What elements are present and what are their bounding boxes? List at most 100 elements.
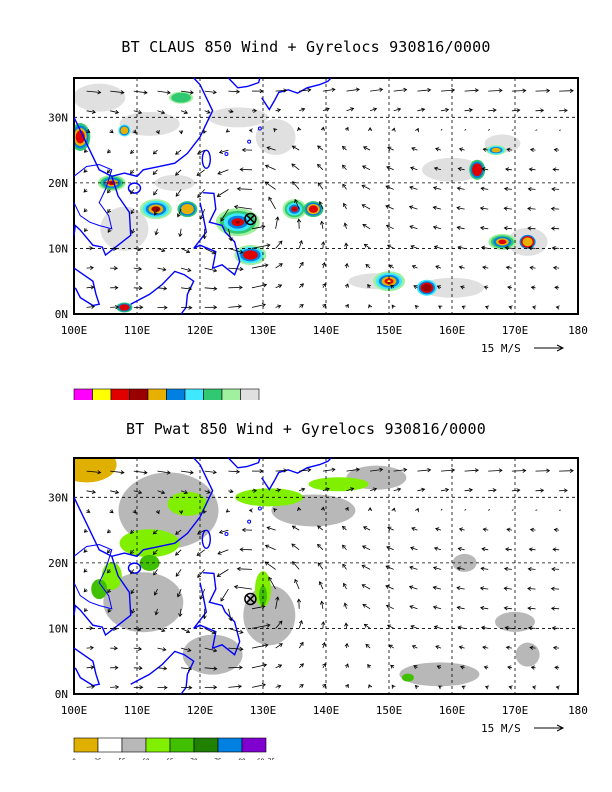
lon-label: 100E (61, 324, 88, 337)
wind-vector-head (529, 645, 534, 650)
wind-vector (317, 544, 324, 551)
wind-vector (410, 167, 418, 171)
wind-vector-head (457, 166, 462, 172)
wind-vector-head (83, 168, 88, 173)
wind-vector-head (550, 226, 555, 231)
wind-vector (181, 90, 194, 94)
wind-vector-head (187, 267, 192, 273)
wind-vector (480, 607, 489, 610)
colorbar-swatch (166, 388, 186, 400)
wind-vector (417, 108, 425, 112)
wind-vector-head (409, 565, 414, 570)
bottom-map-content: 30N 20N 10N 0N 100E 110E 120E 130E 140E 150E 160E 1… (48, 457, 588, 760)
coastline-indochina (73, 556, 132, 637)
wind-vector-head (163, 286, 168, 291)
wind-vector-head (458, 265, 463, 270)
wind-vector (409, 566, 418, 570)
wind-vector (527, 607, 536, 610)
wind-vector-head (529, 527, 535, 533)
island-hainan (127, 562, 142, 574)
wind-vector (86, 90, 101, 93)
coastline-malaya (73, 267, 101, 307)
wind-vector (86, 286, 94, 289)
wind-vector-head (162, 647, 167, 652)
wind-vector-head (361, 165, 367, 170)
wind-vector (133, 470, 148, 474)
wind-vector (228, 305, 242, 308)
wind-vector (511, 109, 520, 112)
wind-vector (197, 529, 205, 535)
wind-vector-head (138, 490, 143, 495)
wind-vector-head (498, 468, 503, 473)
wind-vector (228, 228, 232, 241)
wind-vector-head (107, 209, 112, 214)
wind-vector (481, 567, 489, 570)
wind-vector-head (391, 304, 396, 309)
wind-vector-head (391, 507, 396, 512)
wind-vector (506, 646, 512, 649)
wind-vector-head (341, 145, 346, 150)
wind-vector-head (550, 206, 555, 211)
wind-vector (86, 470, 101, 473)
bottom-map-panel: 30N 20N 10N 0N 100E 110E 120E 130E 140E 150E 160E 1… (48, 457, 588, 760)
wind-vector (292, 561, 300, 570)
coastline-borneo (130, 650, 195, 695)
wind-vector-head (397, 107, 402, 112)
wind-vector-head (505, 167, 510, 172)
wind-vector-head (368, 684, 373, 689)
wind-vector (417, 469, 431, 472)
wind-vector-head (410, 625, 415, 630)
bottom-panel-title: BT Pwat 850 Wind + Gyrelocs 930816/0000 (126, 420, 486, 438)
wind-vector (506, 266, 512, 269)
lon-label: 140E (313, 704, 340, 717)
wind-vector-head (317, 163, 322, 168)
wind-vector-head (239, 646, 244, 652)
wind-vector-head (299, 304, 304, 308)
lon-label: 150E (376, 324, 403, 337)
cloud-cell (119, 304, 130, 311)
wind-vector-head (89, 246, 94, 251)
wind-vector-head (161, 110, 166, 115)
wind-vector-head (391, 127, 396, 132)
colorbar-swatch (217, 737, 243, 753)
wind-vector-head (569, 468, 574, 473)
wind-vector (456, 207, 465, 210)
wind-vector-head (197, 573, 202, 578)
wind-vector (434, 547, 442, 551)
lat-label: 10N (48, 242, 68, 255)
wind-vector (440, 89, 455, 92)
wind-vector-head (107, 608, 112, 613)
wind-vector (157, 490, 165, 494)
wind-vector (386, 166, 394, 171)
wind-vector (458, 626, 465, 629)
wind-vector-head (273, 508, 278, 513)
wind-vector (86, 686, 95, 688)
wind-vector-head (90, 684, 96, 689)
wind-vector-head (178, 130, 184, 135)
wind-vector (157, 267, 166, 271)
wind-vector-head (563, 488, 568, 493)
wind-vector-head (299, 684, 304, 688)
colorbar-label: 0 (72, 758, 76, 760)
wind-vector (251, 225, 265, 230)
wind-vector-head (322, 282, 326, 288)
wind-vector (504, 227, 512, 230)
wind-vector (409, 605, 418, 610)
wind-vector (153, 149, 158, 155)
colorbar-swatch (203, 388, 223, 400)
wind-vector (505, 168, 512, 171)
wind-vector-head (320, 126, 326, 131)
wind-vector (393, 488, 401, 492)
wind-vector-head (368, 304, 373, 309)
cloud-cell (472, 163, 483, 177)
cloud-shield (100, 206, 149, 251)
wind-vector (217, 189, 229, 197)
wind-vector (157, 110, 165, 114)
wind-vector (197, 189, 205, 198)
lon-label: 110E (124, 704, 151, 717)
wind-vector-head (483, 665, 488, 670)
cloud-cell (151, 206, 161, 212)
wind-vector-head (83, 548, 88, 553)
wind-vector-head (528, 167, 533, 172)
coastline-indochina (73, 176, 132, 257)
